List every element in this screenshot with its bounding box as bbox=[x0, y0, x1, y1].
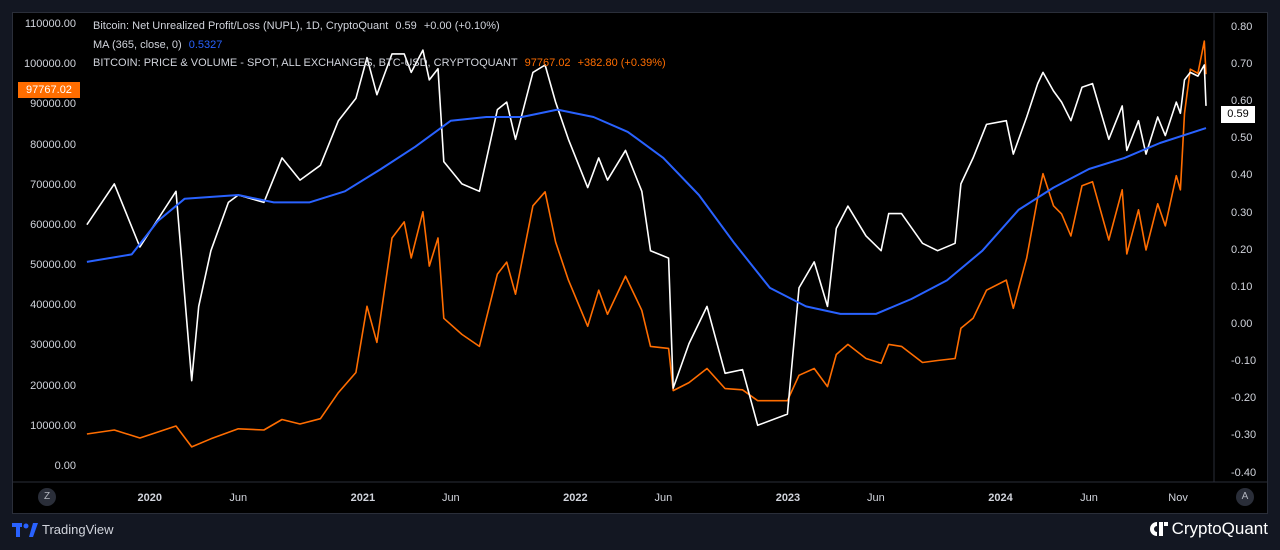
right-axis-tick: 0.00 bbox=[1231, 318, 1253, 330]
legend-nupl: Bitcoin: Net Unrealized Profit/Loss (NUP… bbox=[93, 20, 504, 32]
x-axis-tick: Nov bbox=[1168, 492, 1188, 504]
x-axis-tick: 2023 bbox=[775, 492, 801, 504]
left-axis-tick: 30000.00 bbox=[30, 339, 76, 352]
auto-scale-button[interactable]: A bbox=[1236, 488, 1254, 506]
tradingview-logo-icon bbox=[12, 522, 38, 537]
right-axis-tick: 0.60 bbox=[1231, 95, 1253, 108]
right-axis-tick: 0.80 bbox=[1231, 20, 1253, 33]
legend-price-title: BITCOIN: PRICE & VOLUME - SPOT, ALL EXCH… bbox=[93, 57, 518, 69]
cryptoquant-logo-icon bbox=[1149, 522, 1168, 536]
left-axis-tick: 40000.00 bbox=[30, 299, 76, 312]
legend-price: BITCOIN: PRICE & VOLUME - SPOT, ALL EXCH… bbox=[93, 57, 670, 69]
x-axis-tick: Jun bbox=[441, 492, 460, 504]
x-axis-tick: 2024 bbox=[988, 492, 1013, 504]
legend-nupl-title: Bitcoin: Net Unrealized Profit/Loss (NUP… bbox=[93, 20, 389, 32]
left-axis-tick: 60000.00 bbox=[30, 218, 76, 231]
nupl-series-line bbox=[86, 49, 1207, 427]
left-axis-tick: 0.00 bbox=[54, 459, 76, 472]
left-axis-tick: 110000.00 bbox=[24, 18, 76, 31]
left-axis-tick: 10000.00 bbox=[30, 419, 76, 432]
right-axis-tick: -0.30 bbox=[1231, 429, 1257, 442]
price-series-line bbox=[86, 40, 1207, 448]
chart-frame bbox=[12, 12, 1268, 514]
x-axis-tick: Jun bbox=[1080, 492, 1098, 504]
right-axis-tick: -0.40 bbox=[1231, 466, 1257, 479]
right-axis-tick: -0.20 bbox=[1231, 392, 1257, 405]
legend-nupl-value: 0.59 bbox=[395, 20, 417, 32]
left-axis-tick: 100000.00 bbox=[24, 58, 76, 71]
x-axis-tick: Jun bbox=[229, 492, 248, 504]
left-axis-tick: 70000.00 bbox=[30, 178, 76, 191]
legend-ma-value: 0.5327 bbox=[188, 39, 223, 51]
price-last-value-badge: 97767.02 bbox=[18, 82, 80, 98]
ma-series-line bbox=[86, 108, 1207, 315]
zoom-button[interactable]: Z bbox=[38, 488, 56, 506]
right-axis-tick: 0.30 bbox=[1231, 206, 1253, 219]
tradingview-logo[interactable]: TradingView bbox=[12, 522, 114, 537]
right-axis-tick: 0.20 bbox=[1231, 243, 1253, 256]
legend-price-change: +382.80 (+0.39%) bbox=[577, 57, 666, 69]
tradingview-logo-text: TradingView bbox=[42, 522, 114, 537]
legend-nupl-change: +0.00 (+0.10%) bbox=[423, 20, 500, 32]
x-axis-tick: 2021 bbox=[350, 492, 376, 504]
right-axis-tick: 0.50 bbox=[1231, 132, 1253, 145]
x-axis-tick: Jun bbox=[866, 492, 885, 504]
x-axis-tick: 2022 bbox=[563, 492, 588, 504]
right-axis-tick: 0.10 bbox=[1231, 280, 1253, 293]
right-axis-tick: -0.10 bbox=[1231, 355, 1257, 368]
nupl-last-value-badge: 0.59 bbox=[1221, 106, 1255, 123]
right-axis-tick: 0.70 bbox=[1231, 58, 1253, 70]
x-axis-tick: Jun bbox=[654, 492, 673, 504]
legend-ma-title: MA (365, close, 0) bbox=[93, 39, 182, 51]
cryptoquant-logo-text: CryptoQuant bbox=[1171, 519, 1268, 538]
left-axis-tick: 80000.00 bbox=[30, 138, 76, 151]
legend-ma: MA (365, close, 0) 0.5327 bbox=[93, 39, 226, 51]
legend-price-value: 97767.02 bbox=[524, 57, 571, 69]
left-axis-tick: 20000.00 bbox=[30, 379, 76, 392]
cryptoquant-logo: CryptoQuant bbox=[1149, 519, 1268, 539]
left-axis-tick: 90000.00 bbox=[30, 98, 76, 111]
x-axis-tick: 2020 bbox=[137, 492, 163, 504]
right-axis-tick: 0.40 bbox=[1231, 169, 1253, 182]
left-axis-tick: 50000.00 bbox=[30, 259, 76, 272]
